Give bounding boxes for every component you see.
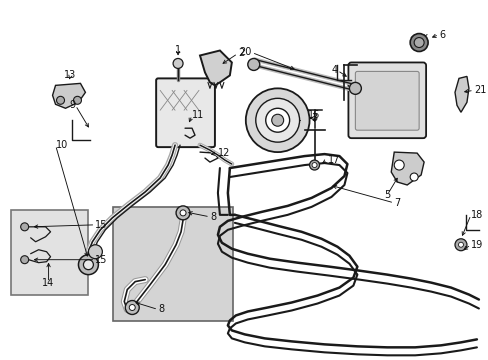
Polygon shape — [52, 84, 85, 108]
Text: 12: 12 — [218, 148, 230, 158]
Circle shape — [271, 114, 283, 126]
Text: 3: 3 — [311, 113, 317, 123]
Text: 7: 7 — [393, 198, 400, 208]
Circle shape — [83, 260, 93, 270]
Text: 20: 20 — [239, 48, 251, 58]
Text: 15: 15 — [95, 220, 107, 230]
Circle shape — [88, 245, 102, 259]
Text: 8: 8 — [209, 212, 216, 222]
Circle shape — [458, 242, 463, 247]
Text: 9: 9 — [69, 100, 75, 110]
Circle shape — [176, 206, 190, 220]
Circle shape — [173, 58, 183, 68]
Circle shape — [73, 96, 81, 104]
Circle shape — [20, 256, 29, 264]
Circle shape — [393, 160, 404, 170]
Circle shape — [413, 37, 423, 48]
Circle shape — [125, 301, 139, 315]
Text: 13: 13 — [64, 71, 77, 80]
Circle shape — [129, 305, 135, 310]
Text: 19: 19 — [470, 240, 482, 250]
Circle shape — [57, 96, 64, 104]
Text: 21: 21 — [473, 85, 485, 95]
Bar — [11, 210, 88, 294]
Circle shape — [311, 163, 316, 167]
Circle shape — [247, 58, 259, 71]
Circle shape — [265, 108, 289, 132]
Text: 17: 17 — [327, 155, 339, 165]
Text: 5: 5 — [384, 190, 389, 200]
Circle shape — [349, 82, 361, 94]
Text: 11: 11 — [192, 110, 204, 120]
Text: 4: 4 — [331, 66, 337, 76]
Circle shape — [255, 98, 299, 142]
Circle shape — [409, 33, 427, 51]
Circle shape — [309, 160, 319, 170]
Circle shape — [78, 255, 98, 275]
FancyBboxPatch shape — [156, 78, 215, 147]
Circle shape — [409, 173, 417, 181]
Polygon shape — [390, 152, 423, 185]
Polygon shape — [200, 50, 231, 85]
Text: 16: 16 — [308, 110, 320, 120]
Bar — [113, 207, 232, 321]
Circle shape — [245, 88, 309, 152]
Text: 14: 14 — [42, 278, 55, 288]
Circle shape — [454, 239, 466, 251]
Text: 15: 15 — [95, 255, 107, 265]
Text: 1: 1 — [175, 45, 181, 54]
FancyBboxPatch shape — [347, 62, 425, 138]
Text: 18: 18 — [470, 210, 482, 220]
Polygon shape — [454, 76, 468, 112]
Circle shape — [180, 210, 185, 216]
Text: 2: 2 — [237, 49, 244, 58]
Text: 10: 10 — [56, 140, 68, 150]
Text: 8: 8 — [158, 305, 164, 315]
Text: 6: 6 — [438, 30, 444, 40]
Circle shape — [20, 223, 29, 231]
FancyBboxPatch shape — [355, 71, 418, 130]
